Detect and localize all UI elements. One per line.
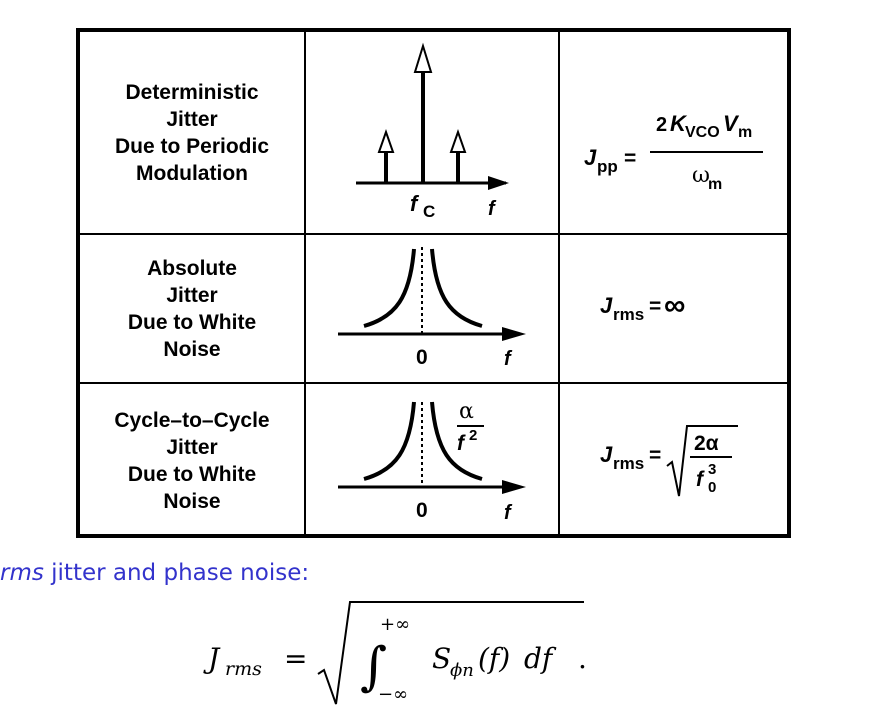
- numerator-v-sub: m: [738, 124, 752, 141]
- column-divider: [304, 32, 306, 534]
- eq-lhs: J: [203, 642, 221, 675]
- integral-upper: +∞: [380, 614, 410, 635]
- noise-curve-right: [430, 401, 483, 481]
- formula-lhs-sub: rms: [613, 454, 644, 473]
- formula-lhs: J: [600, 442, 613, 467]
- formula-jrms-absolute: J rms = ∞: [560, 235, 791, 382]
- radical-denominator-f: f: [696, 468, 705, 491]
- column-divider: [558, 32, 560, 534]
- label-line: Due to White: [127, 310, 257, 334]
- integrand-arg: (f): [478, 642, 510, 675]
- formula-lhs: J: [584, 145, 597, 170]
- axis-label: f: [504, 502, 513, 524]
- origin-label: 0: [416, 499, 428, 522]
- label-line: Absolute: [147, 256, 237, 280]
- eq-equals: =: [284, 642, 307, 675]
- denominator-omega: ω: [692, 163, 710, 188]
- eq-period: .: [578, 642, 587, 675]
- integrand-s: S: [432, 642, 451, 675]
- rms-jitter-equation: J rms = ∫ +∞ −∞ S ϕn (f) df .: [200, 596, 620, 713]
- formula-equals: =: [649, 444, 661, 467]
- formula-jpp: J pp = 2 K VCO V m ω m: [560, 32, 791, 233]
- radical-sign: [666, 425, 738, 497]
- curve-label-f: f: [457, 432, 466, 455]
- axis-arrow: [502, 327, 526, 341]
- row-label-cycle-to-cycle: Cycle–to–Cycle Jitter Due to White Noise: [80, 384, 304, 538]
- label-line: Due to White: [127, 463, 257, 486]
- formula-jrms-cycle: J rms = 2α f 0 3: [560, 384, 791, 538]
- curve-label-alpha: α: [459, 399, 474, 424]
- row-label-absolute: Absolute Jitter Due to White Noise: [80, 235, 304, 382]
- row-label-deterministic: Deterministic Jitter Due to Periodic Mod…: [80, 32, 304, 233]
- formula-equals: =: [624, 147, 636, 170]
- caption-text: jitter and phase noise:: [43, 560, 310, 586]
- formula-lhs-sub: rms: [613, 305, 644, 324]
- infinity-symbol: ∞: [664, 289, 685, 322]
- spectrum-plot-cycle: α f 2 0 f: [306, 384, 558, 538]
- label-line: Due to Periodic: [114, 134, 270, 158]
- axis-label: f: [488, 198, 497, 220]
- formula-lhs-sub: pp: [597, 157, 618, 176]
- caption-emphasis: rms: [0, 560, 44, 586]
- noise-curve-left: [363, 248, 416, 328]
- label-line: Modulation: [136, 161, 248, 185]
- integral-lower: −∞: [378, 684, 408, 705]
- jitter-table: Deterministic Jitter Due to Periodic Mod…: [76, 28, 791, 538]
- label-line: Noise: [163, 337, 221, 361]
- row-divider: [80, 382, 787, 384]
- formula-lhs: J: [600, 293, 613, 318]
- numerator-k-sub: VCO: [685, 124, 720, 141]
- label-line: Jitter: [166, 107, 218, 131]
- radical-den-sup: 3: [708, 461, 716, 478]
- radical-numerator: 2α: [694, 432, 719, 455]
- radical-den-sub: 0: [708, 479, 716, 496]
- origin-label: 0: [416, 346, 428, 369]
- sideband-arrowhead: [449, 128, 467, 153]
- caption: rms jitter and phase noise:: [0, 560, 309, 586]
- sideband-arrowhead: [377, 128, 395, 153]
- numerator-coef: 2: [656, 114, 667, 136]
- axis-arrow: [488, 176, 509, 190]
- axis-label: f: [504, 348, 513, 370]
- integral-sign: ∫: [360, 637, 387, 697]
- eq-radical: [317, 601, 584, 705]
- carrier-sub: C: [423, 202, 435, 221]
- eq-lhs-sub: rms: [225, 658, 262, 680]
- label-line: Deterministic: [125, 80, 259, 104]
- numerator-k: K: [670, 111, 688, 136]
- integrand-diff: df: [524, 642, 557, 675]
- row-divider: [80, 233, 787, 235]
- spectrum-plot-absolute: 0 f: [306, 235, 558, 382]
- integrand-sub: ϕn: [450, 660, 474, 681]
- carrier-arrowhead: [413, 42, 433, 73]
- noise-curve-left: [363, 401, 416, 481]
- spectrum-plot-periodic: f C f: [306, 32, 558, 233]
- label-line: Cycle–to–Cycle: [114, 409, 270, 432]
- noise-curve-right: [430, 248, 483, 328]
- denominator-sub: m: [708, 176, 722, 193]
- curve-label-sup: 2: [469, 427, 477, 444]
- label-line: Noise: [163, 490, 221, 513]
- numerator-v: V: [723, 111, 740, 136]
- label-line: Jitter: [166, 283, 218, 307]
- label-line: Jitter: [166, 436, 218, 459]
- axis-arrow: [502, 480, 526, 494]
- formula-equals: =: [649, 295, 661, 318]
- carrier-label: f: [410, 191, 420, 216]
